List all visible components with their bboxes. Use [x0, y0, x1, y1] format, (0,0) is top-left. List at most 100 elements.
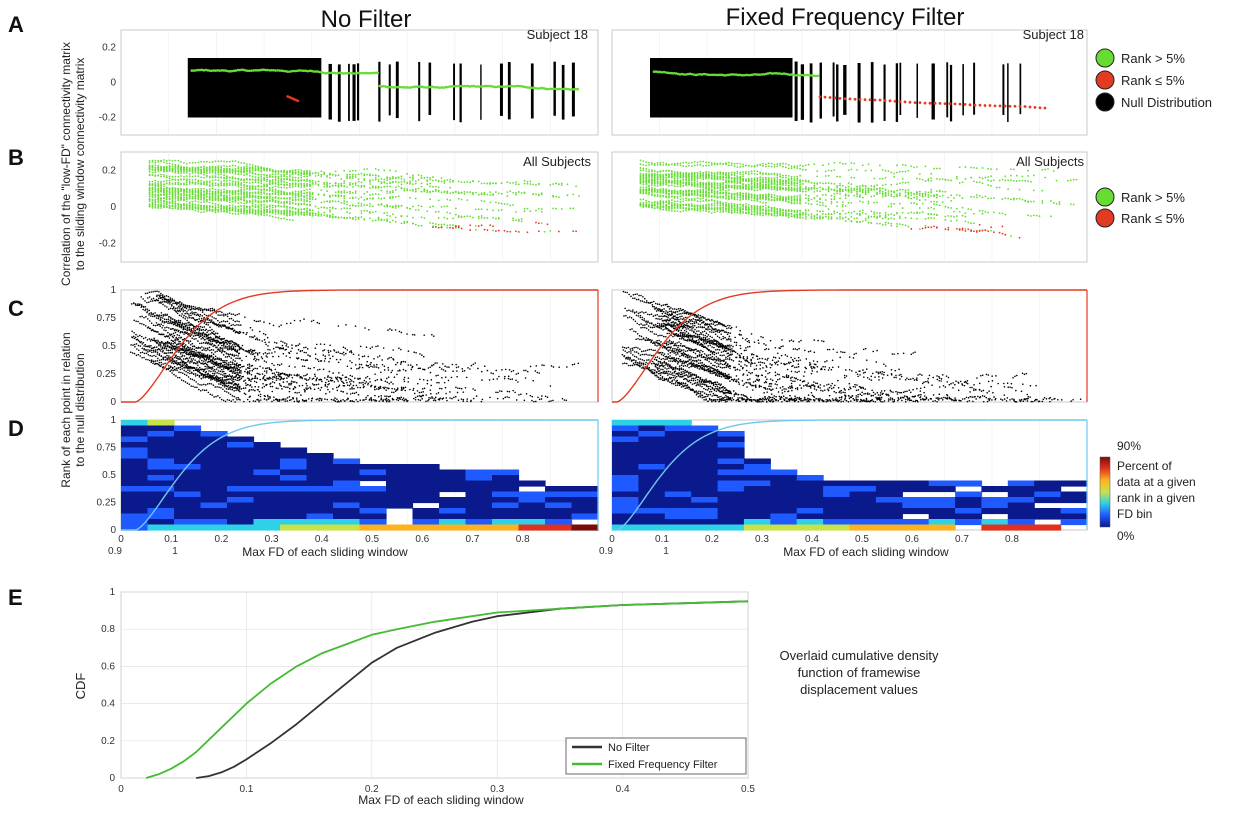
rank-above-5-point: [810, 181, 813, 184]
rank-above-5-point: [237, 166, 240, 168]
rank-above-5-point: [151, 160, 154, 163]
rank-above-5-point: [540, 86, 544, 90]
rank-above-5-point: [240, 197, 243, 200]
rank-above-5-point: [185, 200, 188, 203]
rank-above-5-point: [326, 71, 330, 75]
rank-above-5-point: [382, 84, 386, 88]
rank-above-5-point: [218, 69, 222, 72]
rank-above-5-point: [756, 73, 760, 76]
rank-above-5-point: [688, 162, 690, 164]
rank-above-5-point: [446, 190, 449, 193]
rank-above-5-point: [188, 183, 191, 185]
rank-below-5-point: [535, 221, 537, 224]
rank-above-5-point: [203, 183, 205, 186]
rank-above-5-point: [936, 190, 938, 192]
rank-above-5-point: [326, 181, 328, 184]
rank-above-5-point: [340, 71, 344, 75]
rank-above-5-point: [231, 212, 234, 215]
rank-above-5-point: [217, 198, 220, 200]
rank-above-5-point: [188, 175, 191, 178]
rank-above-5-point: [171, 182, 174, 185]
rank-below-5-point: [923, 101, 927, 105]
rank-above-5-point: [412, 177, 414, 180]
rank-above-5-point: [374, 176, 377, 179]
rank-above-5-point: [856, 169, 858, 171]
rank-above-5-point: [944, 190, 947, 193]
rank-above-5-point: [907, 188, 910, 191]
rank-above-5-point: [197, 172, 200, 175]
rank-above-5-point: [258, 68, 262, 72]
rank-above-5-point: [776, 176, 779, 179]
rank-above-5-point: [380, 186, 383, 189]
rank-above-5-point: [200, 192, 203, 195]
rank-above-5-point: [297, 204, 300, 206]
rank-above-5-point: [990, 175, 992, 178]
rank-above-5-point: [154, 171, 157, 174]
rank-above-5-point: [488, 84, 492, 88]
rank-above-5-point: [165, 165, 168, 168]
rank-above-5-point: [246, 167, 248, 170]
rank-above-5-point: [180, 208, 183, 211]
rank-above-5-point: [466, 180, 469, 183]
rank-above-5-point: [246, 169, 248, 172]
rank-above-5-point: [432, 176, 434, 178]
rank-below-5-point: [492, 225, 494, 228]
rank-below-5-point: [572, 230, 575, 232]
rank-above-5-point: [670, 163, 673, 166]
rank-above-5-point: [174, 165, 177, 168]
rank-above-5-point: [391, 180, 394, 183]
rank-above-5-point: [736, 73, 740, 77]
rank-above-5-point: [308, 204, 311, 207]
rank-above-5-point: [160, 183, 162, 186]
rank-above-5-point: [211, 199, 214, 202]
rank-above-5-point: [277, 186, 280, 189]
rank-above-5-point: [438, 86, 442, 90]
rank-above-5-point: [685, 174, 687, 176]
rank-above-5-point: [371, 211, 374, 214]
rank-above-5-point: [240, 68, 244, 71]
rank-above-5-point: [211, 168, 214, 171]
rank-above-5-point: [157, 207, 160, 209]
rank-above-5-point: [174, 202, 177, 205]
rank-above-5-point: [314, 214, 317, 217]
rank-above-5-point: [300, 197, 303, 200]
rank-above-5-point: [386, 219, 389, 222]
rank-above-5-point: [220, 198, 223, 201]
rank-above-5-point: [274, 173, 277, 176]
rank-above-5-point: [476, 85, 480, 88]
rank-above-5-point: [234, 199, 237, 202]
rank-above-5-point: [463, 193, 466, 195]
rank-above-5-point: [248, 179, 251, 181]
rank-above-5-point: [180, 206, 183, 209]
rank-above-5-point: [955, 175, 958, 178]
rank-above-5-point: [306, 211, 308, 213]
rank-above-5-point: [727, 161, 730, 164]
rank-above-5-point: [288, 70, 292, 73]
rank-above-5-point: [696, 191, 699, 194]
rank-above-5-point: [400, 85, 404, 89]
rank-above-5-point: [736, 181, 739, 184]
rank-above-5-point: [391, 213, 394, 216]
rank-below-5-point: [858, 97, 862, 101]
rank-above-5-point: [572, 207, 575, 210]
rank-above-5-point: [409, 196, 411, 199]
rank-above-5-point: [191, 190, 194, 193]
rank-above-5-point: [183, 171, 185, 174]
rank-above-5-point: [676, 185, 679, 188]
rank-above-5-point: [256, 69, 260, 72]
rank-below-5-point: [1018, 104, 1022, 108]
rank-above-5-point: [251, 181, 254, 184]
rank-above-5-point: [679, 183, 682, 186]
rank-above-5-point: [237, 205, 240, 208]
rank-above-5-point: [733, 198, 736, 201]
rank-above-5-point: [389, 205, 391, 208]
rank-above-5-point: [177, 208, 180, 210]
rank-above-5-point: [357, 202, 360, 205]
rank-above-5-point: [268, 189, 271, 192]
rank-above-5-point: [280, 186, 283, 189]
rank-above-5-point: [876, 191, 878, 194]
rank-above-5-point: [354, 196, 357, 199]
rank-above-5-point: [446, 217, 449, 220]
rank-above-5-point: [515, 183, 517, 186]
rank-above-5-point: [271, 204, 274, 207]
